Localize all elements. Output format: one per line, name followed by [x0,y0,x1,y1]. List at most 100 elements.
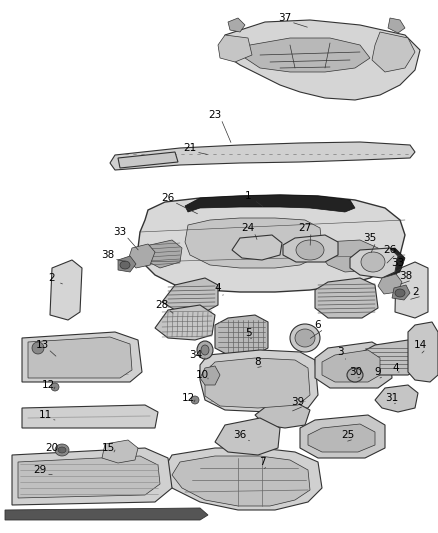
Ellipse shape [395,289,405,297]
Polygon shape [245,38,370,72]
Text: 21: 21 [184,143,197,153]
Text: 28: 28 [155,300,169,310]
Text: 4: 4 [215,283,221,293]
Polygon shape [155,305,215,340]
Polygon shape [102,440,138,463]
Polygon shape [5,508,208,520]
Text: 4: 4 [393,363,399,373]
Polygon shape [118,256,136,272]
Ellipse shape [296,240,324,260]
Text: 36: 36 [233,430,247,440]
Text: 23: 23 [208,110,222,120]
Polygon shape [322,350,380,382]
Polygon shape [185,218,322,268]
Text: 27: 27 [298,223,311,233]
Text: 31: 31 [385,393,399,403]
Polygon shape [22,405,158,428]
Text: 8: 8 [254,357,261,367]
Text: 39: 39 [291,397,304,407]
Polygon shape [215,315,268,355]
Polygon shape [200,366,220,385]
Polygon shape [388,18,405,33]
Ellipse shape [347,368,363,382]
Polygon shape [205,358,310,408]
Text: 35: 35 [364,233,377,243]
Text: 12: 12 [181,393,194,403]
Polygon shape [128,244,155,268]
Polygon shape [300,415,385,458]
Text: 29: 29 [33,465,46,475]
Polygon shape [138,195,405,292]
Polygon shape [50,260,82,320]
Polygon shape [255,402,310,428]
Text: 3: 3 [337,347,343,357]
Ellipse shape [295,329,315,347]
Text: 2: 2 [49,273,55,283]
Text: 13: 13 [35,340,49,350]
Text: 14: 14 [413,340,427,350]
Text: 33: 33 [113,227,127,237]
Text: 38: 38 [399,271,413,281]
Text: 24: 24 [241,223,254,233]
Polygon shape [18,456,160,498]
Polygon shape [283,235,338,262]
Text: 12: 12 [41,380,55,390]
Text: 34: 34 [189,350,203,360]
Ellipse shape [290,324,320,352]
Polygon shape [215,418,280,455]
Polygon shape [110,142,415,170]
Polygon shape [395,262,428,318]
Text: 25: 25 [341,430,355,440]
Ellipse shape [201,345,209,355]
Text: 33: 33 [392,258,405,268]
Polygon shape [315,278,378,318]
Polygon shape [392,285,410,300]
Polygon shape [200,350,318,412]
Text: 30: 30 [350,367,363,377]
Text: 10: 10 [195,370,208,380]
Text: 38: 38 [101,250,115,260]
Polygon shape [28,337,132,378]
Polygon shape [22,332,142,382]
Text: 20: 20 [46,443,59,453]
Ellipse shape [361,252,385,272]
Text: 9: 9 [374,367,381,377]
Text: 26: 26 [383,245,397,255]
Ellipse shape [191,396,199,404]
Text: 15: 15 [101,443,115,453]
Ellipse shape [51,383,59,391]
Polygon shape [185,195,355,212]
Text: 26: 26 [161,193,175,203]
Polygon shape [162,448,322,510]
Polygon shape [218,35,252,62]
Polygon shape [308,424,375,452]
Ellipse shape [120,261,130,269]
Polygon shape [350,248,398,278]
Text: 5: 5 [245,328,251,338]
Polygon shape [228,18,245,32]
Polygon shape [315,342,392,388]
Polygon shape [362,248,405,278]
Polygon shape [320,240,380,272]
Polygon shape [172,456,310,506]
Text: 7: 7 [259,457,265,467]
Polygon shape [378,274,402,294]
Polygon shape [408,322,438,382]
Polygon shape [372,32,415,72]
Polygon shape [143,240,182,268]
Polygon shape [225,20,420,100]
Polygon shape [12,448,172,505]
Polygon shape [232,235,282,260]
Ellipse shape [32,342,44,354]
Polygon shape [162,278,218,312]
Ellipse shape [55,444,69,456]
Polygon shape [362,340,420,375]
Text: 37: 37 [279,13,292,23]
Text: 11: 11 [39,410,52,420]
Polygon shape [118,152,178,168]
Text: 6: 6 [314,320,321,330]
Text: 2: 2 [413,287,419,297]
Text: 1: 1 [245,191,251,201]
Ellipse shape [58,447,66,453]
Polygon shape [375,385,418,412]
